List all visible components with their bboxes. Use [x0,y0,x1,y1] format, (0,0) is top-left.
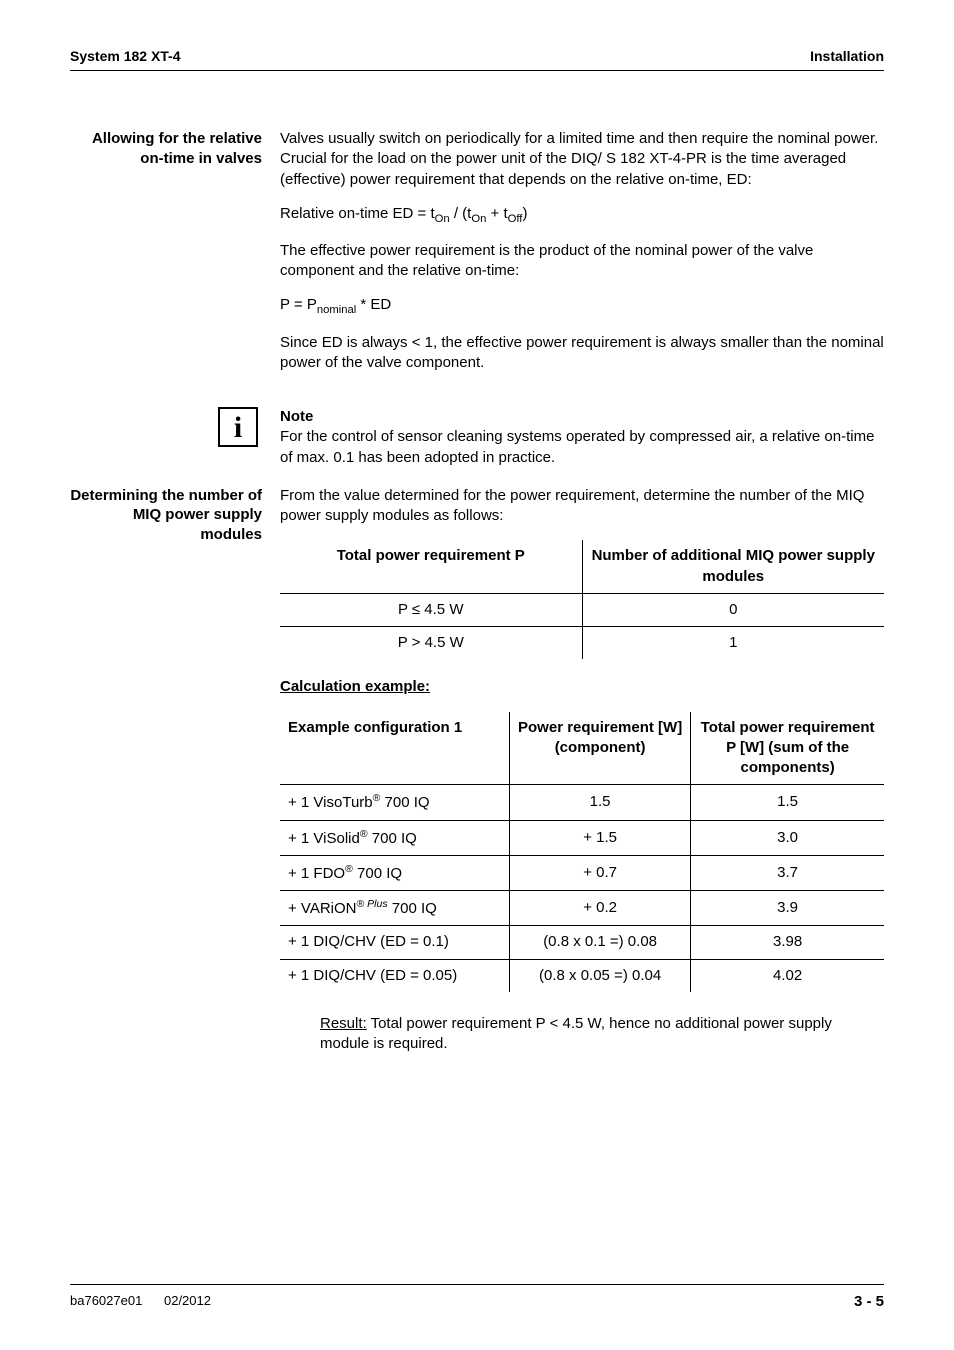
footer-pagenum: 3 - 5 [854,1293,884,1310]
t1-header-1: Total power requirement P [280,540,582,593]
t2-header-2: Power requirement [W] (component) [510,712,691,785]
table-row: + 1 DIQ/CHV (ED = 0.1)(0.8 x 0.1 =) 0.08… [280,926,884,959]
p-determine-intro: From the value determined for the power … [280,486,884,527]
note-title: Note [280,408,313,425]
table-example-config: Example configuration 1 Power requiremen… [280,712,884,992]
t2-cell: (0.8 x 0.1 =) 0.08 [510,926,691,959]
t2-cell: + 1 ViSolid® 700 IQ [280,820,510,855]
table-power-requirement: Total power requirement P Number of addi… [280,540,884,659]
page-footer: ba76027e01 02/2012 3 - 5 [70,1284,884,1310]
t2-cell: + 1 VisoTurb® 700 IQ [280,785,510,820]
table-row: P > 4.5 W 1 [280,627,884,660]
p-valves-intro: Valves usually switch on periodically fo… [280,129,884,190]
footer-date: 02/2012 [164,1293,211,1308]
table-row: Total power requirement P Number of addi… [280,540,884,593]
t1-cell: 0 [582,593,884,626]
table-row: + 1 DIQ/CHV (ED = 0.05)(0.8 x 0.05 =) 0.… [280,959,884,992]
info-icon: i [218,407,258,447]
p-effective-power: The effective power requirement is the p… [280,241,884,282]
section-determining: Determining the number of MIQ power supp… [70,486,884,1069]
t2-cell: + 1 DIQ/CHV (ED = 0.05) [280,959,510,992]
t2-cell: + VARiON® Plus 700 IQ [280,891,510,926]
table-row: Example configuration 1 Power requiremen… [280,712,884,785]
note-body: Note For the control of sensor cleaning … [280,407,884,468]
eq-p-nominal: P = Pnominal * ED [280,295,884,318]
t2-cell: + 1 DIQ/CHV (ED = 0.1) [280,926,510,959]
t2-cell: + 0.2 [510,891,691,926]
footer-left: ba76027e01 02/2012 [70,1293,211,1310]
t1-cell: P > 4.5 W [280,627,582,660]
t2-cell: 1.5 [510,785,691,820]
footer-doc-id: ba76027e01 [70,1293,142,1308]
table-row: + 1 VisoTurb® 700 IQ1.51.5 [280,785,884,820]
note-block: i Note For the control of sensor cleanin… [70,407,884,468]
t2-cell: 4.02 [691,959,884,992]
margin-heading-determining: Determining the number of MIQ power supp… [70,486,280,1069]
t2-cell: 3.98 [691,926,884,959]
eq-relative-ed: Relative on-time ED = tOn / (tOn + tOff) [280,204,884,227]
page-header: System 182 XT-4 Installation [70,48,884,71]
section-ontime: Allowing for the relative on-time in val… [70,129,884,387]
result-label: Result: [320,1015,367,1032]
t2-cell: 3.0 [691,820,884,855]
t2-header-3: Total power requirement P [W] (sum of th… [691,712,884,785]
body-ontime: Valves usually switch on periodically fo… [280,129,884,387]
t2-cell: 3.7 [691,855,884,890]
t2-cell: + 1.5 [510,820,691,855]
t2-cell: + 0.7 [510,855,691,890]
t1-cell: P ≤ 4.5 W [280,593,582,626]
t1-header-2: Number of additional MIQ power supply mo… [582,540,884,593]
table-row: + VARiON® Plus 700 IQ+ 0.23.9 [280,891,884,926]
result-paragraph: Result: Total power requirement P < 4.5 … [280,1014,884,1055]
table-row: P ≤ 4.5 W 0 [280,593,884,626]
p-ed-less-than-one: Since ED is always < 1, the effective po… [280,333,884,374]
info-icon-wrap: i [70,407,280,447]
table-row: + 1 FDO® 700 IQ+ 0.73.7 [280,855,884,890]
t2-header-1: Example configuration 1 [280,712,510,785]
note-text: For the control of sensor cleaning syste… [280,428,874,465]
t1-cell: 1 [582,627,884,660]
header-left: System 182 XT-4 [70,48,181,64]
calculation-example-heading: Calculation example: [280,677,884,697]
header-right: Installation [810,48,884,64]
table-row: + 1 ViSolid® 700 IQ+ 1.53.0 [280,820,884,855]
t2-cell: 1.5 [691,785,884,820]
result-text: Total power requirement P < 4.5 W, hence… [320,1015,832,1052]
body-determining: From the value determined for the power … [280,486,884,1069]
t2-cell: (0.8 x 0.05 =) 0.04 [510,959,691,992]
t2-cell: 3.9 [691,891,884,926]
t2-cell: + 1 FDO® 700 IQ [280,855,510,890]
margin-heading-ontime: Allowing for the relative on-time in val… [70,129,280,387]
